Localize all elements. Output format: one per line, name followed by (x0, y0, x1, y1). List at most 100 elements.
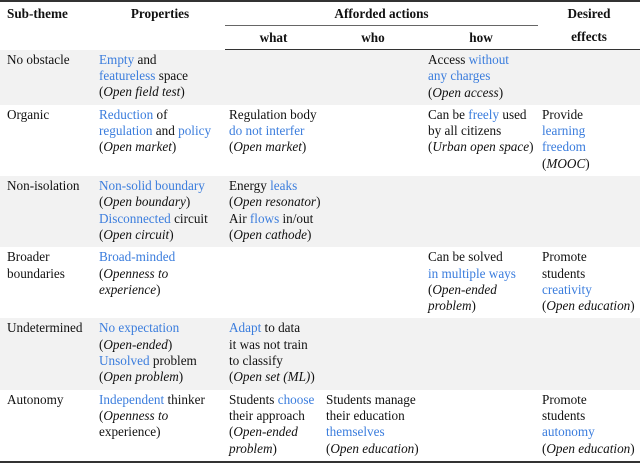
table-row: Broader boundaries Broad-minded (Openness t… (0, 247, 640, 318)
cell-line: featureless space (99, 68, 221, 84)
header-effects: effects (538, 25, 640, 50)
cell-line: Non-isolation (7, 178, 91, 194)
cell-how: Access without any charges (Open access) (424, 50, 538, 105)
text-run: ( (542, 155, 547, 171)
text-run: Students (229, 391, 278, 407)
cell-subtheme: Broader boundaries (0, 247, 95, 318)
cell-how: Can be solved in multiple ways (Open-ended… (424, 247, 538, 318)
highlighted-term: Non-solid boundary (99, 178, 205, 194)
cell-line: autonomy (542, 424, 636, 440)
cell-line: students (542, 266, 636, 282)
cell-line: freedom (542, 139, 636, 155)
header-afforded-actions: Afforded actions (225, 1, 538, 26)
highlighted-term: any charges (428, 68, 491, 84)
example-term: MOOC (546, 155, 586, 171)
cell-line: (Open education) (542, 441, 636, 457)
example-term: experience (99, 281, 157, 297)
cell-line: No obstacle (7, 52, 91, 68)
cell-who (322, 318, 424, 389)
cell-what: Adapt to data it was not train to classify… (225, 318, 322, 389)
cell-what (225, 247, 322, 318)
highlighted-term: Empty (99, 51, 135, 67)
text-run: No obstacle (7, 51, 70, 67)
text-run: and (134, 51, 157, 67)
text-run: ) (316, 194, 321, 210)
cell-line: Energy leaks (229, 178, 318, 194)
cell-line: their approach (229, 408, 318, 424)
text-run: in/out (279, 210, 314, 226)
cell-effects (538, 318, 640, 389)
highlighted-term: freedom (542, 139, 586, 155)
cell-subtheme: Autonomy (0, 390, 95, 462)
text-run: and (152, 123, 179, 139)
example-term: Open field test (103, 84, 181, 100)
text-run: ( (428, 281, 433, 297)
cell-line: (Urban open space) (428, 139, 534, 155)
text-run: Promote (542, 391, 587, 407)
cell-how (424, 318, 538, 389)
text-run: ( (99, 84, 104, 100)
cell-how (424, 390, 538, 462)
cell-line: Promote (542, 392, 636, 408)
highlighted-term: regulation (99, 123, 153, 139)
text-run: students (542, 407, 586, 423)
text-run: ) (585, 155, 590, 171)
highlighted-term: do not interfer (229, 123, 305, 139)
table-header: Sub-theme Properties Afforded actions De… (0, 1, 640, 50)
cell-line: (MOOC) (542, 156, 636, 172)
highlighted-term: Adapt (229, 320, 262, 336)
cell-line: (Open-ended) (99, 337, 221, 353)
cell-line: to classify (229, 353, 318, 369)
cell-line: Disconnected circuit (99, 211, 221, 227)
text-run: Students manage (326, 391, 416, 407)
cell-line: (Open circuit) (99, 227, 221, 243)
cell-line: (Open set (ML)) (229, 369, 318, 385)
cell-what: Regulation body do not interfer (Open mark… (225, 105, 322, 176)
table-body: No obstacle Empty and featureless space (Op… (0, 49, 640, 462)
cell-line: (Openness to (99, 266, 221, 282)
text-run: boundaries (7, 265, 65, 281)
highlighted-term: creativity (542, 281, 592, 297)
cell-line: Regulation body (229, 107, 318, 123)
text-run: ) (171, 139, 177, 155)
cell-line: boundaries (7, 266, 91, 282)
highlighted-term: Broad-minded (99, 249, 176, 265)
text-run: it was not train (229, 336, 308, 352)
text-run: Promote (542, 249, 587, 265)
cell-line: Unsolved problem (99, 353, 221, 369)
text-run: Can be solved (428, 249, 503, 265)
example-term: Open cathode (233, 226, 308, 242)
cell-line: do not interfer (229, 123, 318, 139)
cell-what (225, 50, 322, 105)
example-term: Open market (233, 139, 302, 155)
cell-line: Provide (542, 107, 636, 123)
cell-line: (Open field test) (99, 84, 221, 100)
text-run: ) (180, 84, 185, 100)
table-row: Non-isolation Non-solid boundary (Open bou… (0, 176, 640, 248)
highlighted-term: flows (249, 210, 280, 226)
example-term: Open access (432, 84, 499, 100)
header-what: what (225, 25, 322, 50)
cell-line: it was not train (229, 337, 318, 353)
text-run: ( (229, 424, 234, 440)
highlighted-term: policy (178, 123, 212, 139)
cell-line: Students choose (229, 392, 318, 408)
cell-line: (Open-ended (229, 424, 318, 440)
cell-line: (Open education) (542, 298, 636, 314)
cell-subtheme: Undetermined (0, 318, 95, 389)
text-run: Undetermined (7, 320, 83, 336)
text-run: ( (229, 226, 234, 242)
cell-line: (Open education) (326, 441, 420, 457)
cell-line: regulation and policy (99, 123, 221, 139)
cell-line: (Open-ended (428, 282, 534, 298)
example-term: Open set (ML) (233, 369, 311, 385)
cell-line: (Open cathode) (229, 227, 318, 243)
cell-who (322, 50, 424, 105)
table-row: No obstacle Empty and featureless space (Op… (0, 49, 640, 105)
cell-effects: Promote students creativity (Open education… (538, 247, 640, 318)
highlighted-term: in multiple ways (428, 265, 516, 281)
text-run: experience) (99, 424, 161, 440)
text-run: their approach (229, 407, 305, 423)
text-run: ( (229, 194, 234, 210)
